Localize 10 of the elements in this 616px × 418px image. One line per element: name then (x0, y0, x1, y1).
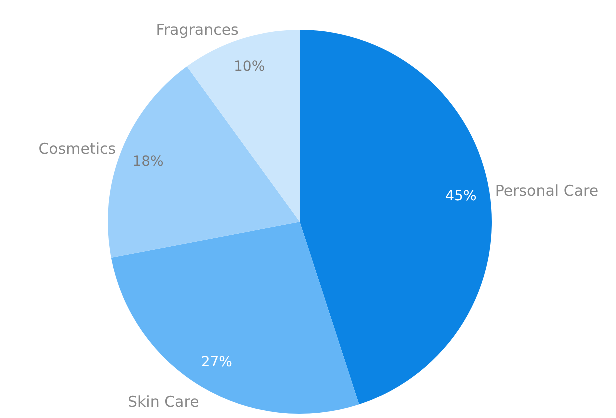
slice-label: Personal Care (495, 182, 599, 200)
data-label: 27% (201, 354, 232, 370)
pie-slice (111, 222, 360, 414)
data-label: 45% (446, 188, 477, 204)
slice-label: Skin Care (128, 393, 200, 412)
data-label: 10% (234, 58, 266, 75)
slice-label: Fragrances (156, 20, 240, 39)
data-label: 18% (132, 154, 164, 170)
slice-label: Cosmetics (38, 140, 116, 158)
pie-slice (300, 30, 492, 405)
